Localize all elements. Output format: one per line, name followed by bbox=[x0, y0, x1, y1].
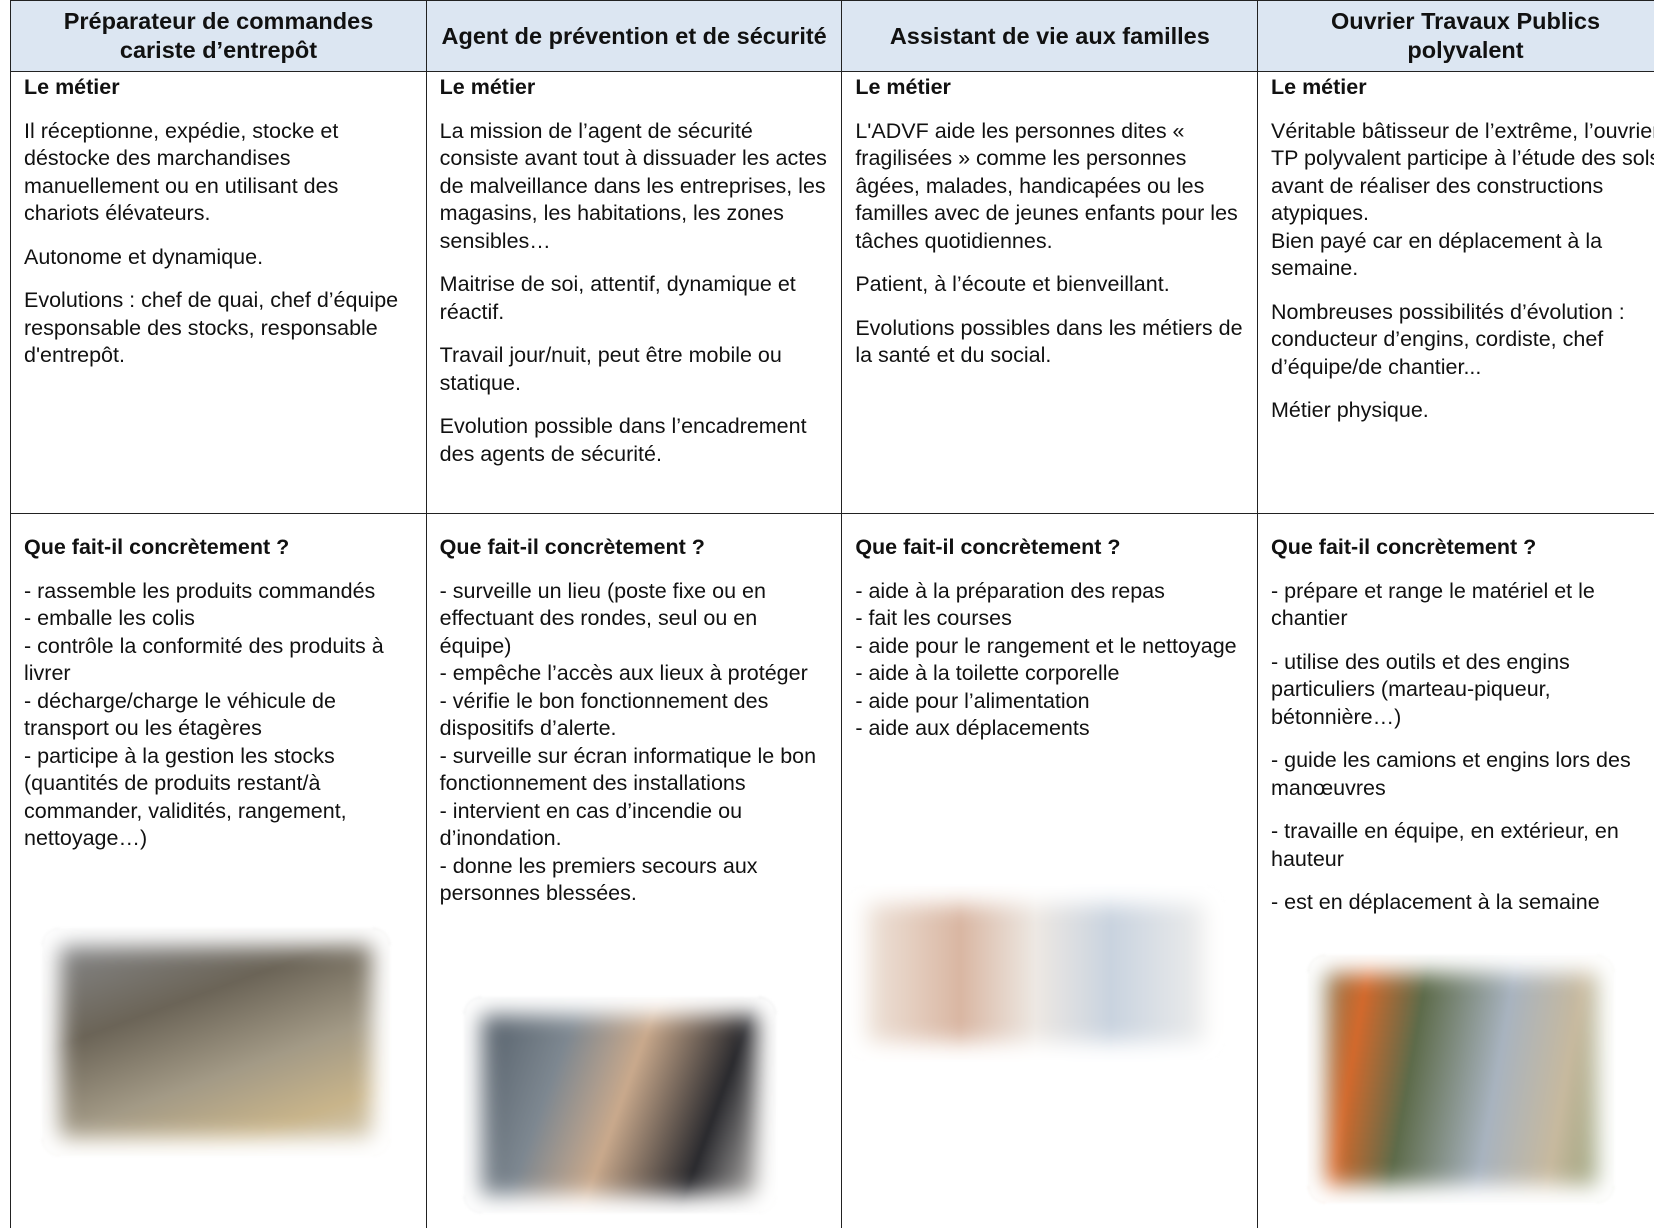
text-line: - est en déplacement à la semaine bbox=[1271, 890, 1600, 914]
job-description: Le métier L'ADVF aide les personnes dites… bbox=[842, 72, 1258, 514]
paragraph: - prépare et range le matériel et le cha… bbox=[1271, 578, 1654, 633]
job-column: Agent de prévention et de sécurité Le mét… bbox=[425, 0, 842, 1228]
job-title: Préparateur de commandes cariste d’entre… bbox=[11, 0, 426, 72]
job-description: Le métier Véritable bâtisseur de l’extrêm… bbox=[1258, 72, 1654, 514]
paragraph: Nombreuses possibilités d’évolution : co… bbox=[1271, 299, 1654, 382]
text-line: - contrôle la conformité des produits à … bbox=[24, 633, 384, 686]
job-tasks: Que fait-il concrètement ? - rassemble le… bbox=[11, 514, 426, 853]
paragraph: - aide à la préparation des repas - fait … bbox=[855, 578, 1245, 743]
job-description: Le métier Il réceptionne, expédie, stocke… bbox=[11, 72, 426, 514]
job-column: Préparateur de commandes cariste d’entre… bbox=[10, 0, 426, 1228]
job-tasks: Que fait-il concrètement ? - surveille un… bbox=[427, 514, 842, 908]
paragraph: Travail jour/nuit, peut être mobile ou s… bbox=[440, 342, 830, 397]
paragraph: - guide les camions et engins lors des m… bbox=[1271, 747, 1654, 802]
text-line: - rassemble les produits commandés bbox=[24, 578, 376, 603]
text-line: - utilise des outils et des engins parti… bbox=[1271, 649, 1570, 729]
construction-photo bbox=[1308, 955, 1614, 1203]
text-line: Bien payé car en déplacement à la semain… bbox=[1271, 228, 1603, 281]
security-photo bbox=[464, 997, 776, 1213]
text-line: Evolution possible dans l’encadrement de… bbox=[439, 414, 807, 466]
paragraph: Evolution possible dans l’encadrement de… bbox=[440, 413, 830, 468]
text-line: Evolutions : chef de quai, chef d’équipe… bbox=[24, 288, 399, 367]
text-line: - aide à la toilette corporelle bbox=[855, 661, 1120, 685]
section-heading: Que fait-il concrètement ? bbox=[439, 535, 705, 559]
section-heading: Le métier bbox=[24, 75, 120, 99]
job-column: Assistant de vie aux familles Le métier L'… bbox=[841, 0, 1258, 1228]
text-line: - guide les camions et engins lors des m… bbox=[1271, 748, 1631, 800]
job-column: Ouvrier Travaux Publics polyvalent Le mét… bbox=[1257, 0, 1654, 1228]
text-line: Evolutions possibles dans les métiers de… bbox=[855, 315, 1243, 368]
section-heading: Que fait-il concrètement ? bbox=[24, 535, 290, 559]
paragraph: L'ADVF aide les personnes dites « fragil… bbox=[855, 118, 1245, 256]
paragraph: - rassemble les produits commandés - emba… bbox=[24, 578, 414, 853]
paragraph: Autonome et dynamique. bbox=[24, 244, 414, 272]
text-line: - aide aux déplacements bbox=[855, 716, 1090, 740]
text-line: Il réceptionne, expédie, stocke et désto… bbox=[24, 118, 339, 226]
text-line: - emballe les colis bbox=[24, 606, 195, 630]
job-title: Ouvrier Travaux Publics polyvalent bbox=[1258, 0, 1654, 72]
section-heading: Que fait-il concrètement ? bbox=[1271, 535, 1537, 559]
text-line: - fait les courses bbox=[855, 606, 1012, 630]
job-table: Préparateur de commandes cariste d’entre… bbox=[10, 0, 1654, 1228]
job-description: Le métier La mission de l’agent de sécuri… bbox=[426, 72, 842, 514]
text-line: Travail jour/nuit, peut être mobile ou s… bbox=[439, 343, 782, 395]
text-line: - décharge/charge le véhicule de transpo… bbox=[24, 688, 336, 741]
paragraph: Il réceptionne, expédie, stocke et désto… bbox=[24, 118, 414, 228]
text-line: - travaille en équipe, en extérieur, en … bbox=[1271, 819, 1619, 871]
text-line: - donne les premiers secours aux personn… bbox=[439, 853, 758, 906]
text-line: Maitrise de soi, attentif, dynamique et … bbox=[439, 272, 796, 324]
paragraph: - surveille un lieu (poste fixe ou en ef… bbox=[440, 578, 830, 908]
text-line: Nombreuses possibilités d’évolution : co… bbox=[1271, 299, 1625, 379]
text-line: L'ADVF aide les personnes dites « fragil… bbox=[855, 118, 1238, 253]
care-photo bbox=[847, 886, 1224, 1060]
text-line: Autonome et dynamique. bbox=[24, 244, 264, 269]
job-tasks: Que fait-il concrètement ? - prépare et r… bbox=[1258, 514, 1654, 917]
paragraph: Patient, à l’écoute et bienveillant. bbox=[855, 271, 1245, 299]
paragraph: - est en déplacement à la semaine bbox=[1271, 889, 1654, 917]
section-heading: Le métier bbox=[439, 75, 536, 99]
section-heading: Le métier bbox=[1271, 75, 1367, 99]
text-line: - vérifie le bon fonctionnement des disp… bbox=[439, 688, 769, 741]
paragraph: Métier physique. bbox=[1271, 397, 1654, 425]
paragraph: - travaille en équipe, en extérieur, en … bbox=[1271, 818, 1654, 873]
paragraph: La mission de l’agent de sécurité consis… bbox=[440, 118, 830, 256]
job-title: Agent de prévention et de sécurité bbox=[426, 0, 842, 72]
text-line: - empêche l’accès aux lieux à protéger bbox=[439, 661, 808, 685]
section-heading: Le métier bbox=[855, 75, 951, 99]
text-line: Métier physique. bbox=[1271, 398, 1429, 422]
paragraph: Evolutions : chef de quai, chef d’équipe… bbox=[24, 287, 414, 370]
text-line: - prépare et range le matériel et le cha… bbox=[1271, 578, 1595, 631]
paragraph: Véritable bâtisseur de l’extrême, l’ouvr… bbox=[1271, 118, 1654, 283]
paragraph: - utilise des outils et des engins parti… bbox=[1271, 649, 1654, 732]
text-line: - surveille sur écran informatique le bo… bbox=[439, 743, 817, 796]
section-heading: Que fait-il concrètement ? bbox=[855, 535, 1121, 559]
warehouse-photo bbox=[42, 928, 390, 1156]
text-line: - intervient en cas d’incendie ou d’inon… bbox=[439, 798, 743, 851]
paragraph: Evolutions possibles dans les métiers de… bbox=[855, 315, 1245, 370]
text-line: Véritable bâtisseur de l’extrême, l’ouvr… bbox=[1271, 118, 1654, 226]
job-tasks: Que fait-il concrètement ? - aide à la pr… bbox=[842, 514, 1257, 743]
text-line: - aide pour l’alimentation bbox=[855, 688, 1090, 713]
text-line: - surveille un lieu (poste fixe ou en ef… bbox=[439, 578, 766, 658]
paragraph: Maitrise de soi, attentif, dynamique et … bbox=[440, 271, 830, 326]
text-line: - participe à la gestion les stocks (qua… bbox=[24, 743, 347, 851]
text-line: La mission de l’agent de sécurité consis… bbox=[439, 118, 827, 253]
job-title: Assistant de vie aux familles bbox=[842, 0, 1258, 72]
text-line: - aide à la préparation des repas bbox=[855, 578, 1165, 603]
text-line: - aide pour le rangement et le nettoyage bbox=[855, 633, 1237, 658]
text-line: Patient, à l’écoute et bienveillant. bbox=[855, 272, 1170, 296]
